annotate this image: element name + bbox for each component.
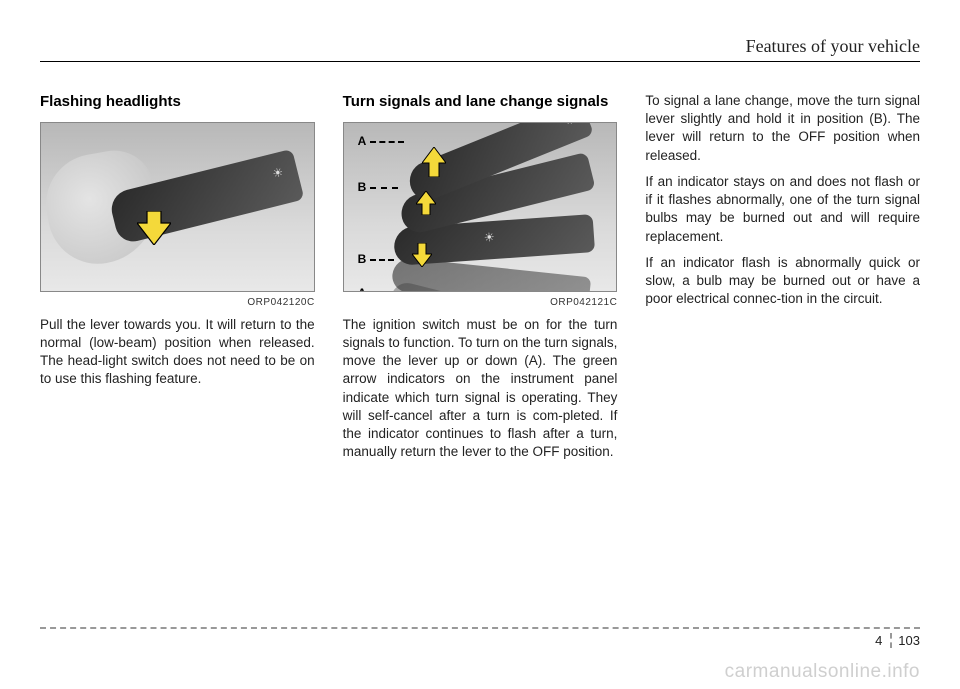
dash-b-bot bbox=[370, 259, 394, 261]
arrow-up-icon bbox=[422, 147, 446, 177]
col3-para2: If an indicator stays on and does not fl… bbox=[645, 173, 920, 246]
col3-para1: To signal a lane change, move the turn s… bbox=[645, 92, 920, 165]
column-1: Flashing headlights ☀ ORP042120C Pull th… bbox=[40, 92, 315, 470]
figure-flashing-headlights: ☀ bbox=[40, 122, 315, 292]
arrow-down-small-icon bbox=[412, 243, 432, 267]
label-a-top: A bbox=[358, 133, 367, 149]
headlight-icon: ☀ bbox=[562, 122, 578, 130]
column-2: Turn signals and lane change signals ☀ ☀… bbox=[343, 92, 618, 470]
watermark: carmanualsonline.info bbox=[725, 661, 920, 683]
dash-b-top bbox=[370, 187, 398, 189]
col2-heading: Turn signals and lane change signals bbox=[343, 92, 618, 112]
figure2-code: ORP042121C bbox=[343, 296, 618, 310]
col1-heading: Flashing headlights bbox=[40, 92, 315, 112]
section-title: Features of your vehicle bbox=[40, 36, 920, 62]
arrow-down-icon bbox=[137, 211, 171, 245]
figure-turn-signals: ☀ ☀ A B B A bbox=[343, 122, 618, 292]
col2-para1: The ignition switch must be on for the t… bbox=[343, 316, 618, 462]
arrow-up-small-icon bbox=[416, 191, 436, 215]
figure1-code: ORP042120C bbox=[40, 296, 315, 310]
column-3: To signal a lane change, move the turn s… bbox=[645, 92, 920, 470]
label-a-bottom: A bbox=[358, 285, 367, 292]
label-b-bottom: B bbox=[358, 251, 367, 267]
page-footer: 4 103 bbox=[40, 627, 920, 653]
content-columns: Flashing headlights ☀ ORP042120C Pull th… bbox=[40, 92, 920, 470]
dash-a-top bbox=[370, 141, 404, 143]
section-number: 4 bbox=[875, 633, 892, 648]
col3-para3: If an indicator flash is abnormally quic… bbox=[645, 254, 920, 309]
light-icon: ☀ bbox=[483, 229, 495, 246]
col1-para1: Pull the lever towards you. It will retu… bbox=[40, 316, 315, 389]
headlight-icon: ☀ bbox=[271, 164, 285, 182]
label-b-top: B bbox=[358, 179, 367, 195]
page-number: 4 103 bbox=[875, 633, 920, 648]
page-num: 103 bbox=[898, 633, 920, 648]
